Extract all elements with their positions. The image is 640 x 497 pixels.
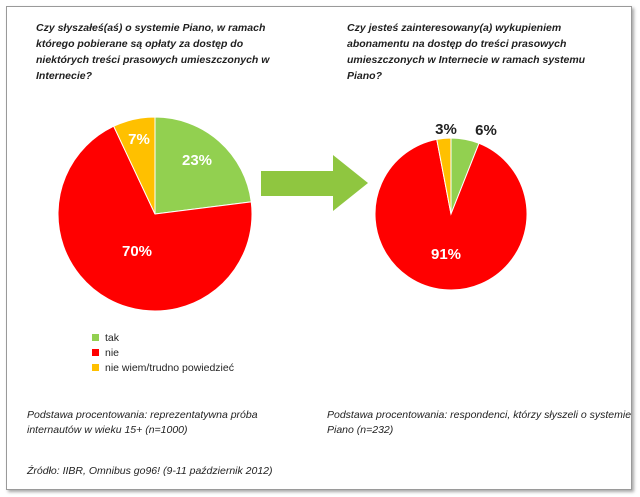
pie-label-2-2: 91% [431, 246, 461, 263]
legend-item-nie-wiem: nie wiem/trudno powiedzieć [92, 360, 234, 375]
legend-label: nie [105, 346, 120, 359]
legend: tak nie nie wiem/trudno powiedzieć [92, 330, 234, 375]
pie-label-2-1: 6% [475, 122, 497, 139]
pie-chart-2 [374, 137, 528, 291]
right-arrow-icon [261, 155, 368, 211]
legend-swatch [92, 334, 99, 341]
pie-slice-2-nie-wiem [436, 137, 452, 215]
pie-label-2-3: 3% [435, 121, 457, 138]
legend-swatch [92, 349, 99, 356]
legend-label: nie wiem/trudno powiedzieć [105, 361, 234, 374]
legend-item-nie: nie [92, 345, 234, 360]
pie-slice-2-nie [374, 138, 528, 291]
question-1-title: Czy słyszałeś(aś) o systemie Piano, w ra… [36, 22, 270, 82]
legend-swatch [92, 364, 99, 371]
pie-chart-1 [57, 116, 253, 312]
legend-label: tak [105, 331, 120, 344]
pie-slice-1-tak [154, 116, 252, 215]
question-2-title: Czy jesteś zainteresowany(a) wykupieniem… [347, 22, 586, 82]
pie-label-1-2: 70% [122, 243, 152, 260]
legend-item-tak: tak [92, 330, 234, 345]
pie-slice-1-nie [57, 125, 253, 312]
base-note-right: Podstawa procentowania: respondenci, któ… [327, 409, 632, 436]
source-note: Źródło: IIBR, Omnibus go96! (9-11 paździ… [27, 465, 273, 477]
pie-label-1-1: 23% [182, 152, 212, 169]
pie-slice-1-nie-wiem [113, 116, 156, 215]
base-note-left: Podstawa procentowania: reprezentatywna … [27, 409, 258, 436]
pie-label-1-3: 7% [128, 131, 150, 148]
